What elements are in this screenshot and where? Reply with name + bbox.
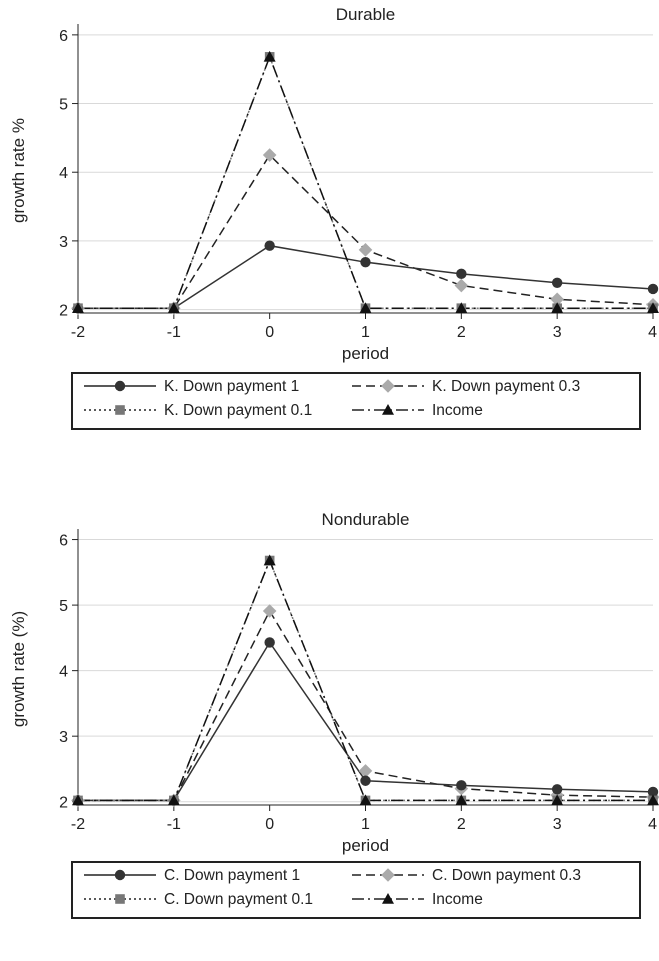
x-tick-label: 1 [361,324,370,341]
x-tick-label: 2 [457,816,466,833]
legend-box [71,861,641,919]
data-point [359,794,372,806]
y-tick-label: 2 [59,795,68,812]
y-axis-label: growth rate % [9,118,28,223]
y-tick-label: 3 [59,234,68,251]
data-point [454,278,469,293]
x-tick-label: 2 [457,324,466,341]
data-point [263,554,276,566]
x-tick-label: 4 [648,324,657,341]
y-tick-label: 2 [59,303,68,320]
series-line-3 [78,54,653,309]
x-tick-label: 0 [265,816,274,833]
legend-label: C. Down payment 0.1 [164,891,313,908]
legend-marker [381,379,395,393]
data-point [264,240,275,251]
data-point [551,784,563,795]
chart-title: Nondurable [322,510,410,529]
data-point [360,256,371,268]
y-tick-label: 6 [59,28,68,45]
legend-label: K. Down payment 0.1 [164,402,312,419]
legend-marker [381,868,395,882]
legend-marker [115,894,125,904]
data-point [647,302,659,313]
y-tick-label: 5 [59,598,68,615]
data-point [167,302,180,313]
data-point [456,268,467,280]
data-point [263,50,276,62]
data-point [167,794,180,806]
x-tick-label: 3 [553,816,562,833]
data-point [360,775,371,786]
data-point [551,302,564,313]
data-point [456,780,467,791]
data-point [358,243,373,257]
x-tick-label: -1 [167,816,181,833]
y-tick-label: 3 [59,729,68,746]
data-point [550,292,564,307]
y-tick-label: 4 [59,165,68,182]
legend-label: C. Down payment 1 [164,867,300,884]
data-point [359,302,372,313]
x-tick-label: 1 [361,816,370,833]
data-point [262,604,277,618]
y-axis-label: growth rate (%) [9,611,28,727]
x-axis-label: period [342,836,389,855]
data-point [455,794,468,806]
data-point [358,764,373,778]
data-point [72,794,84,806]
y-tick-label: 5 [59,97,68,114]
x-tick-label: -2 [71,324,85,341]
data-point [647,283,659,295]
chart-panel-2: Nondurable 2 3 4 5 6 -2 -1 0 1 2 3 4 period growth rat… [9,510,659,919]
data-point [647,786,659,798]
chart-panel-1: Durable 2 3 4 5 6 -2 -1 0 1 2 3 4 period growth rate %… [9,5,659,430]
data-point [262,148,277,162]
legend-marker [114,869,126,881]
x-tick-label: -1 [167,324,181,341]
legend-label: K. Down payment 0.3 [432,378,580,395]
legend-label: Income [432,402,483,419]
data-point [72,302,84,313]
data-point [264,637,275,648]
data-point [647,794,659,806]
data-point [551,277,563,288]
legend-label: Income [432,891,483,908]
series-line-2 [78,153,654,309]
chart-title: Durable [336,5,396,24]
legend-marker [382,404,394,415]
y-tick-label: 6 [59,533,68,550]
x-tick-label: 4 [648,816,657,833]
series-line-4 [78,54,653,309]
legend-marker [114,380,126,392]
data-point [455,302,468,313]
x-tick-label: 3 [553,324,562,341]
legend-marker [115,405,125,415]
x-axis-label: period [342,344,389,363]
x-tick-label: -2 [71,816,85,833]
legend-box [71,372,641,430]
legend-marker [382,893,394,904]
legend-label: C. Down payment 0.3 [432,867,581,884]
data-point [551,794,564,806]
y-tick-label: 4 [59,664,68,681]
x-tick-label: 0 [265,324,274,341]
legend-label: K. Down payment 1 [164,378,299,395]
